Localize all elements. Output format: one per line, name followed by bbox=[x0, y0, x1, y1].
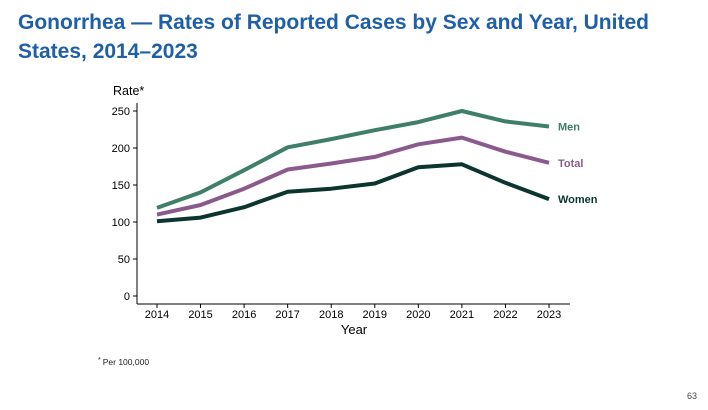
series-line-women bbox=[156, 162, 550, 224]
series-label-women: Women bbox=[558, 194, 598, 206]
x-tick-label: 2021 bbox=[450, 309, 474, 321]
y-axis-label: Rate* bbox=[113, 84, 144, 98]
series-line-total bbox=[156, 135, 550, 217]
y-tick-label: 150 bbox=[112, 180, 130, 192]
x-tick-label: 2023 bbox=[537, 309, 561, 321]
series-label-men: Men bbox=[558, 122, 580, 134]
page-number: 63 bbox=[686, 391, 697, 401]
series-label-total: Total bbox=[558, 158, 583, 170]
y-tick-label: 250 bbox=[112, 106, 130, 118]
y-tick-label: 200 bbox=[112, 143, 130, 155]
series-line-men bbox=[156, 109, 550, 210]
chart-labels: Men Total Women bbox=[558, 122, 598, 207]
y-tick-label: 0 bbox=[124, 291, 130, 303]
x-tick-label: 2019 bbox=[363, 309, 387, 321]
x-tick-label: 2018 bbox=[319, 309, 343, 321]
chart-series bbox=[156, 109, 550, 224]
x-axis-label: Year bbox=[341, 322, 368, 337]
x-tick-label: 2020 bbox=[406, 309, 430, 321]
footnote-mark: * bbox=[98, 357, 101, 364]
x-tick-label: 2014 bbox=[145, 309, 169, 321]
slide-title: Gonorrhea — Rates of Reported Cases by S… bbox=[18, 11, 649, 63]
x-tick-label: 2016 bbox=[232, 309, 256, 321]
x-tick-label: 2015 bbox=[188, 309, 212, 321]
x-tick-label: 2017 bbox=[275, 309, 299, 321]
footnote: * Per 100,000 bbox=[98, 357, 149, 367]
y-tick-label: 100 bbox=[112, 217, 130, 229]
y-tick-label: 50 bbox=[118, 254, 130, 266]
x-tick-label: 2022 bbox=[493, 309, 517, 321]
footnote-text: Per 100,000 bbox=[102, 357, 150, 367]
chart-axes: 0 50 100 150 200 250 2014 2015 2016 2017 2018 2019 2… bbox=[112, 84, 570, 337]
